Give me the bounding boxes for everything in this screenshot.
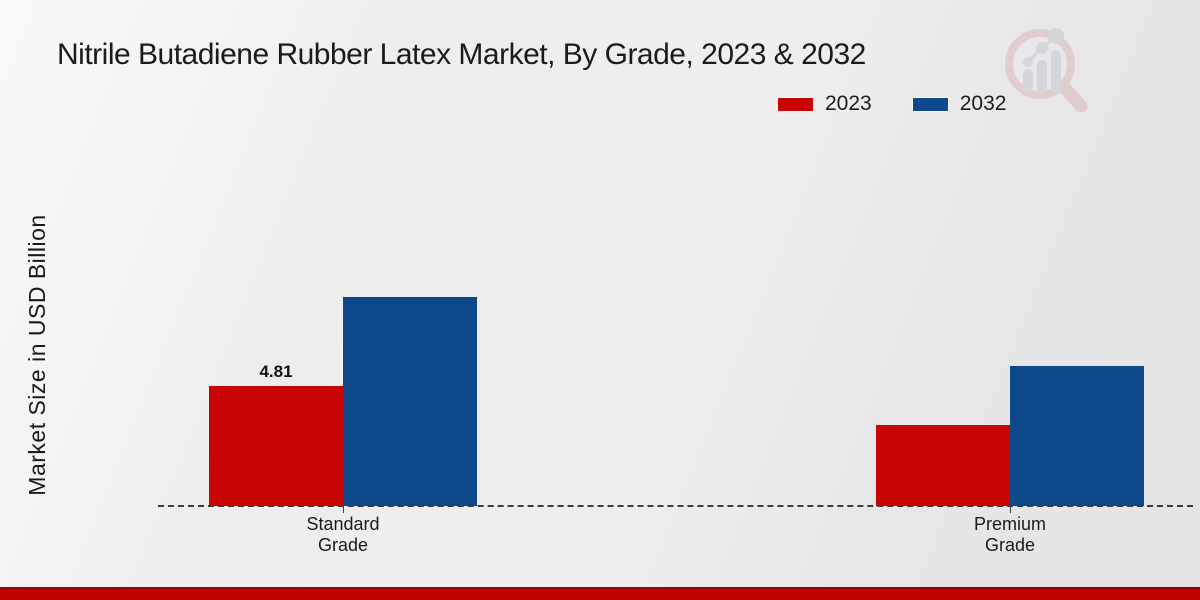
legend-item-2023: 2023 (777, 92, 872, 116)
bar-2032-standard-grade (343, 297, 477, 506)
magnifier-bar-chart-logo-icon (1005, 28, 1088, 113)
legend-label-2032: 2032 (959, 92, 1007, 115)
legend-swatch-2032 (911, 96, 949, 112)
x-tick-premium-grade (1010, 507, 1011, 513)
legend-swatch-2023 (777, 96, 814, 112)
footer-accent-bar (0, 587, 1200, 600)
x-tick-standard-grade (343, 507, 344, 513)
legend: 2023 2032 (777, 92, 1006, 116)
x-tick-label-premium-grade: Premium Grade (973, 514, 1046, 555)
chart-title: Nitrile Butadiene Rubber Latex Market, B… (57, 38, 866, 71)
bar-value-label-2023-standard-grade: 4.81 (259, 362, 293, 381)
y-axis-label: Market Size in USD Billion (24, 214, 50, 496)
bar-2023-premium-grade (876, 425, 1010, 506)
legend-item-2032: 2032 (911, 92, 1007, 116)
x-axis-baseline (158, 505, 1193, 507)
bar-2023-standard-grade (209, 386, 343, 506)
x-tick-label-standard-grade: Standard Grade (306, 514, 380, 555)
bar-2032-premium-grade (1010, 366, 1144, 506)
legend-label-2023: 2023 (825, 92, 872, 115)
